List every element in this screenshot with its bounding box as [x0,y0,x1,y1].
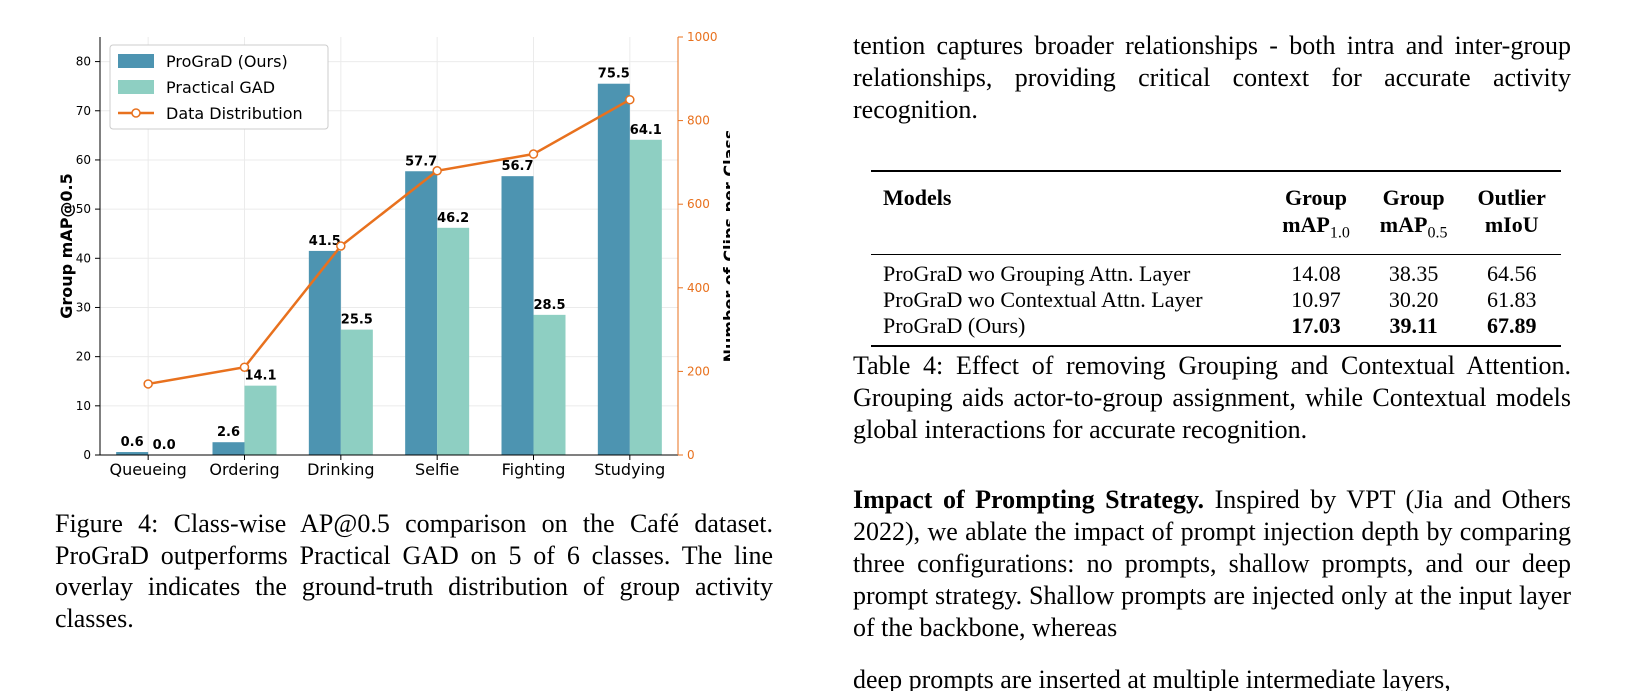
distribution-line [147,98,631,386]
bar-value-label: 28.5 [533,298,565,313]
paragraph-heading: Impact of Prompting Strategy. [853,485,1205,514]
legend-swatch [118,80,154,94]
results-table: Models Group mAP1.0 Group mAP0.5 Outlier… [871,170,1561,354]
distribution-point [143,379,153,389]
bar-value-label: 14.1 [244,369,276,384]
y-tick-label: 10 [76,399,91,413]
y2-tick-label: 800 [687,114,710,128]
y2-tick-label: 1000 [687,30,718,44]
y2-axis-title: Number of Clips per Class [720,130,730,363]
x-tick-label: Queueing [110,460,187,479]
bar-prograd [405,171,438,455]
distribution-point [239,362,250,372]
y2-tick-label: 0 [687,448,695,462]
header-models: Models [883,185,952,210]
bar-prograd [116,452,149,455]
x-tick-label: Ordering [209,460,279,479]
distribution-point [432,166,442,176]
distribution-point [528,149,539,159]
x-tick-label: Studying [594,460,665,479]
table-row: ProGraD wo Grouping Attn. Layer 14.08 38… [883,261,1537,287]
bar-prograd [308,250,341,455]
bar-value-label: 0.6 [121,435,144,450]
legend-label: ProGraD (Ours) [166,52,288,71]
bar-value-label: 46.2 [437,211,469,226]
x-tick-label: Drinking [307,460,375,479]
y-tick-label: 80 [76,55,91,69]
y-tick-label: 40 [76,251,91,265]
x-tick-label: Fighting [502,460,566,479]
paragraph-attention: tention captures broader relationships -… [853,31,1571,124]
legend-label: Practical GAD [166,78,275,97]
bar-value-label: 57.7 [405,154,437,169]
bar-value-label: 0.0 [153,438,176,453]
y-tick-label: 60 [76,153,91,167]
paragraph-prompting: Impact of Prompting Strategy. Inspired b… [853,484,1571,644]
y-tick-label: 20 [76,350,91,364]
bar-value-label: 25.5 [341,313,373,328]
paragraph-cutoff-line: deep prompts are inserted at multiple in… [853,665,1451,691]
figure-caption: Figure 4: Class-wise AP@0.5 comparison o… [55,509,773,633]
table-row: ProGraD wo Contextual Attn. Layer 10.97 … [883,287,1537,313]
bar-practical-gad [437,227,470,455]
bar-practical-gad [629,139,662,456]
bar-practical-gad [340,329,373,455]
distribution-point [336,241,346,251]
bar-prograd [212,442,245,455]
bar-value-label: 64.1 [630,123,662,138]
y-tick-label: 70 [76,104,91,118]
bar-value-label: 56.7 [501,159,533,174]
bar-prograd [597,83,630,455]
legend-label: Data Distribution [166,104,303,123]
y-tick-label: 30 [76,300,91,314]
legend-swatch [118,54,154,68]
y-axis-title: Group mAP@0.5 [57,173,76,319]
y-tick-label: 0 [83,448,91,462]
legend-marker [131,108,141,118]
figure-4-chart: 0.6 2.6 41.5 57.7 56.7 75.5 0.0 14.1 25.5 46.2 28.… [40,25,730,500]
y-tick-label: 50 [76,202,91,216]
bar-practical-gad [533,314,566,455]
y2-tick-label: 200 [687,364,710,378]
x-tick-label: Selfie [415,460,459,479]
header-group-map-1: Group mAP1.0 [1282,185,1350,242]
legend-box [109,44,329,130]
distribution-point [625,94,635,105]
bar-value-label: 75.5 [598,67,630,82]
bar-prograd [501,176,534,455]
table-row: ProGraD (Ours) 17.03 39.11 67.89 [883,313,1537,339]
bar-practical-gad [244,385,277,455]
y2-tick-label: 600 [687,197,710,211]
header-outlier-miou: Outlier mIoU [1477,185,1546,237]
paragraph-body: Inspired by VPT (Jia and Others 2022), w… [853,485,1571,642]
header-group-map-05: Group mAP0.5 [1379,185,1448,242]
y2-tick-label: 400 [687,281,710,295]
bar-chart: 0.6 2.6 41.5 57.7 56.7 75.5 0.0 14.1 25.5 46.2 28.… [57,30,730,479]
table-caption: Table 4: Effect of removing Grouping and… [853,351,1571,444]
bar-value-label: 41.5 [309,234,341,249]
bar-value-label: 2.6 [217,425,240,440]
